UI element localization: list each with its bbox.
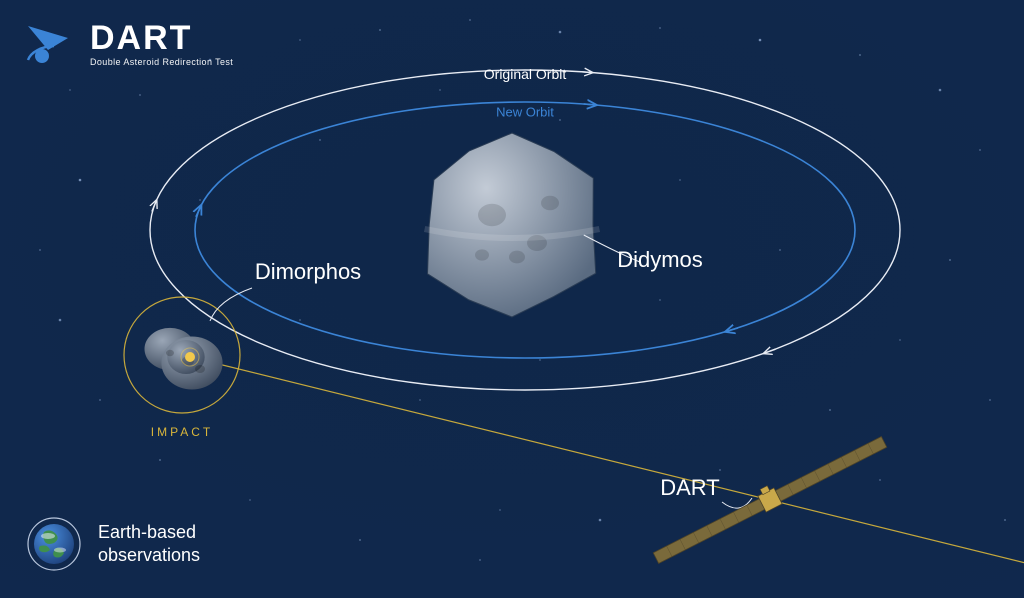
dart-logo-icon [22,16,78,72]
earth-label-line1: Earth-based [98,522,196,542]
dart-logo: DART Double Asteroid Redirection Test [22,16,233,72]
logo-title: DART [90,21,233,55]
scene-svg [0,0,1024,598]
original-orbit-label: Original Orbit [484,66,566,82]
earth-icon [26,516,82,572]
didymos-label: Didymos [617,247,703,273]
new-orbit-label: New Orbit [496,105,554,120]
impact-label: IMPACT [151,425,213,439]
earth-label-line2: observations [98,545,200,565]
dart-spacecraft-label: DART [660,475,720,501]
earth-observations: Earth-based observations [26,516,200,572]
dimorphos-label: Dimorphos [255,259,361,285]
logo-subtitle: Double Asteroid Redirection Test [90,57,233,67]
diagram-stage: DART Double Asteroid Redirection Test Or… [0,0,1024,598]
earth-observations-label: Earth-based observations [98,521,200,568]
